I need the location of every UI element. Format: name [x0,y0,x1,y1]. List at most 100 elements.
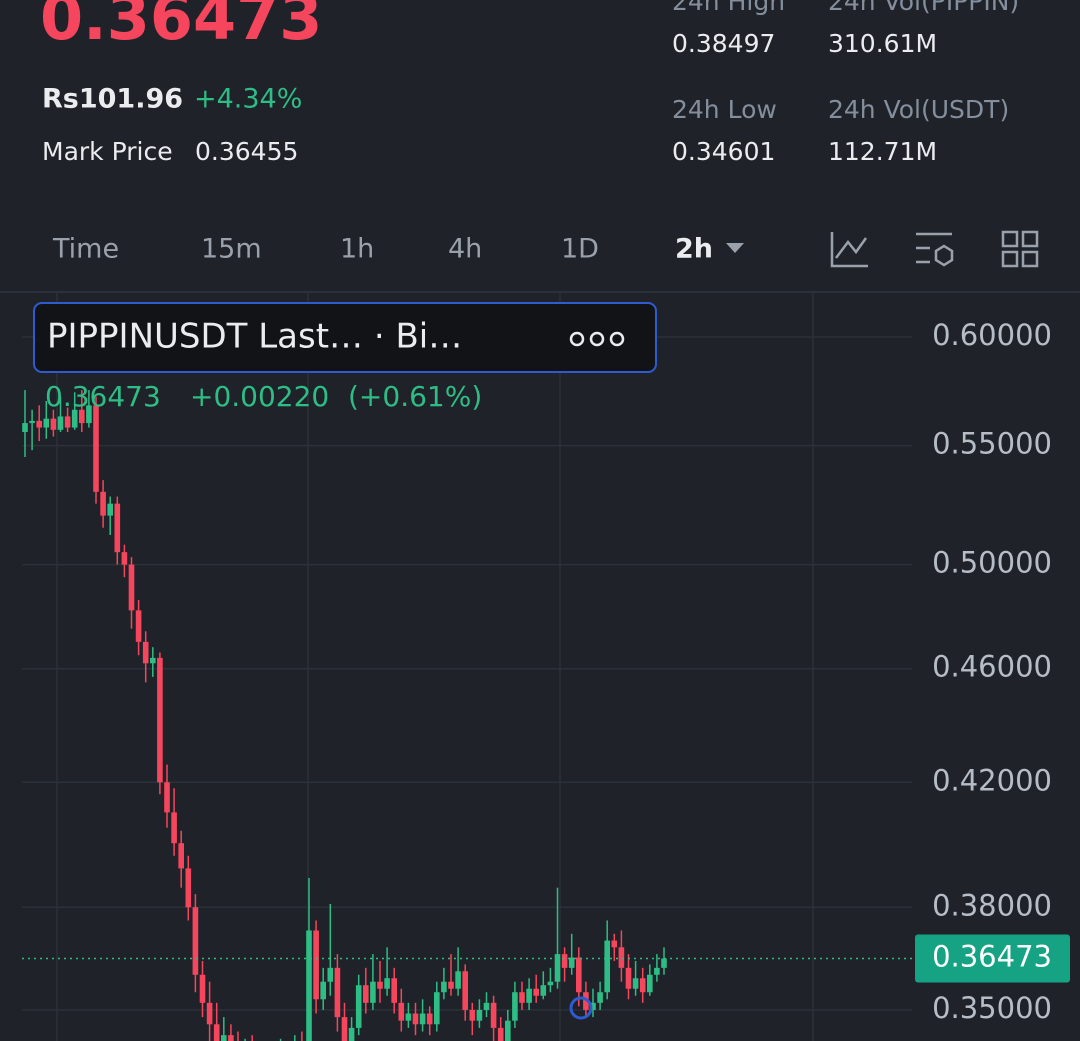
candle-body [348,1027,355,1041]
candle-body [86,405,92,424]
candle-body [313,930,319,1000]
candle-body [455,971,461,989]
y-tick-label: 0.46000 [932,650,1052,684]
interval-tab[interactable]: 1D [561,234,599,265]
more-button[interactable] [569,331,625,347]
candle-body [341,1017,348,1041]
candle-body [647,974,653,993]
candle-body [327,967,334,982]
legend-box[interactable] [33,302,657,373]
fiat-price: Rs101.96 [42,84,183,115]
candle-body [568,957,575,968]
candle-body [221,1035,227,1041]
candle-body [618,947,625,968]
interval-tab[interactable]: 15m [201,234,262,265]
candle-body [540,985,547,996]
candle-body [171,812,177,844]
time-grid [56,293,814,1041]
stat-value: 112.71M [828,137,937,166]
candle-body [561,954,568,968]
candle-body [547,981,554,986]
candle-body [483,1002,490,1010]
candle-body [355,985,362,1028]
candle-body [441,981,447,993]
stat-label: 24h Vol(PIPPIN) [828,0,1019,16]
candle-body [363,985,369,1003]
candle-body [178,843,184,869]
candle-body [334,967,341,1018]
candle-body [22,423,28,433]
candle-body [419,1013,426,1025]
candle-body [64,416,71,428]
candle-body [185,868,192,908]
candle-body [128,564,135,611]
interval-tab[interactable]: Time [52,234,119,265]
candle-body [377,981,383,989]
legend-last: 0.36473 [45,380,161,413]
candle-body [114,503,121,553]
candle-body [654,967,660,975]
candle-body [398,1002,405,1021]
candle-body [107,503,113,516]
candle-body [29,420,35,424]
candle-body [469,1009,476,1021]
candle-body [604,940,610,993]
candle-body [306,930,312,1041]
candle-body [611,940,618,948]
candle-body [71,409,78,428]
candle-body [57,416,64,430]
candle-body [228,1035,234,1041]
interval-tab[interactable]: 4h [448,234,482,265]
legend-change: +0.00220 [190,380,329,413]
candle-body [320,981,326,1000]
stat-label: 24h Vol(USDT) [828,95,1009,124]
y-tick-label: 0.42000 [932,763,1052,797]
candle-body [448,981,454,989]
candle-body [639,978,646,993]
interval-tab[interactable]: 1h [340,234,374,265]
candle-body [597,992,603,1003]
candle-body [384,978,390,989]
candle-body [519,992,525,1003]
candle-body [625,967,632,989]
candle-body [370,981,376,1003]
last-price-tag [915,934,1070,983]
price-change: +4.34% [194,84,302,115]
candle-body [150,657,156,664]
y-tick-label: 0.35000 [932,991,1052,1025]
candle-body [576,957,582,993]
toolbar-icons[interactable] [830,230,1039,268]
y-tick-label: 0.60000 [932,318,1052,352]
dropdown-arrow[interactable] [726,243,744,253]
candle-body [50,418,57,430]
candle-body [391,978,397,1003]
candle-body [526,988,532,1003]
stat-value: 0.34601 [672,137,775,166]
candle-body [412,1013,419,1025]
candle-body [590,1002,596,1010]
candle-body [632,978,639,989]
candle-body [199,974,206,1003]
selected-interval[interactable]: 2h [675,234,713,265]
stat-value: 0.38497 [672,29,775,58]
candle-body [192,907,199,975]
candle-body [206,1002,213,1025]
candle-body [505,1020,511,1041]
mark-price: 0.36455 [195,137,298,166]
legend-title: PIPPINUSDT Last… · Bi… [47,317,462,357]
last-price: 0.36473 [40,0,322,54]
candle-body [462,971,468,1010]
candle-body [533,988,539,996]
candle-body [164,782,170,813]
candle-body [36,420,42,428]
y-tick-label: 0.55000 [932,427,1052,461]
stat-value: 310.61M [828,29,937,58]
candle-body [93,405,99,492]
candle-body [476,1009,483,1021]
mark-price-label: Mark Price [42,137,173,166]
candle-body [583,992,589,1010]
candle-body [79,409,85,424]
candle-body [512,992,518,1021]
